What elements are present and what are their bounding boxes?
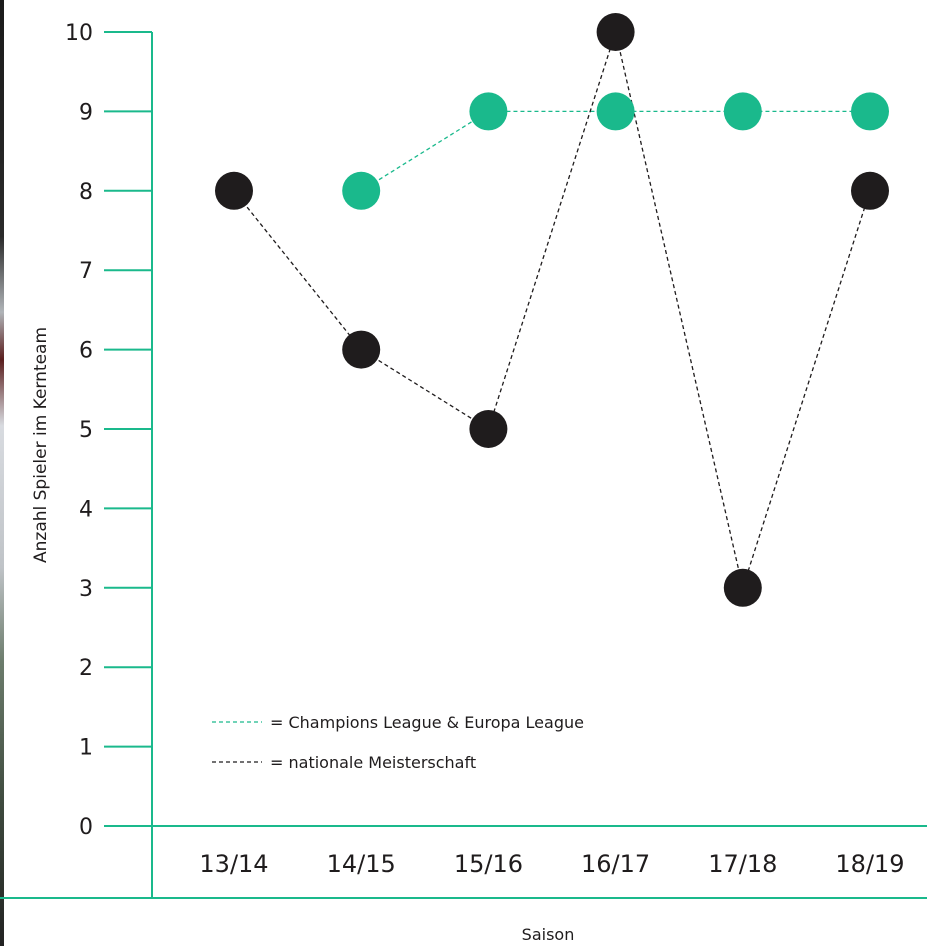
legend-label-0: = Champions League & Europa League: [270, 713, 584, 732]
y-tick-label: 1: [79, 736, 93, 761]
x-tick-label: 13/14: [199, 850, 268, 878]
y-tick-label: 2: [79, 656, 93, 681]
y-tick-label: 4: [79, 497, 93, 522]
series-line-1: [233, 29, 871, 591]
y-tick-label: 8: [79, 180, 93, 205]
y-tick-label: 0: [79, 815, 93, 840]
data-point-series-1: [723, 568, 762, 607]
series-line-0: [360, 110, 870, 192]
x-tick-label: 15/16: [454, 850, 523, 878]
left-edge-strip: [0, 0, 4, 946]
x-axis-label: Saison: [522, 925, 575, 944]
y-tick-label: 10: [65, 21, 93, 46]
y-tick-label: 6: [79, 339, 93, 364]
data-point-series-0: [723, 92, 762, 131]
data-point-series-1: [342, 330, 381, 369]
data-point-series-1: [215, 171, 253, 210]
y-tick-label: 9: [79, 100, 93, 125]
data-point-series-0: [596, 92, 635, 131]
legend-label-1: = nationale Meisterschaft: [270, 753, 476, 772]
x-tick-label: 17/18: [708, 850, 777, 878]
data-point-series-0: [851, 92, 889, 131]
data-point-series-1: [469, 410, 508, 448]
data-point-series-0: [342, 171, 381, 210]
legend: = Champions League & Europa League = nati…: [212, 713, 584, 772]
y-tick-label: 5: [79, 418, 93, 443]
y-tick-label: 7: [79, 259, 93, 284]
data-point-series-0: [469, 92, 508, 131]
data-point-series-1: [596, 13, 635, 51]
x-tick-label: 14/15: [327, 850, 396, 878]
x-tick-label: 18/19: [835, 850, 904, 878]
y-axis-label: Anzahl Spieler im Kernteam: [31, 327, 51, 563]
x-tick-label: 16/17: [581, 850, 650, 878]
data-point-series-1: [851, 171, 889, 210]
y-tick-label: 3: [79, 577, 93, 602]
